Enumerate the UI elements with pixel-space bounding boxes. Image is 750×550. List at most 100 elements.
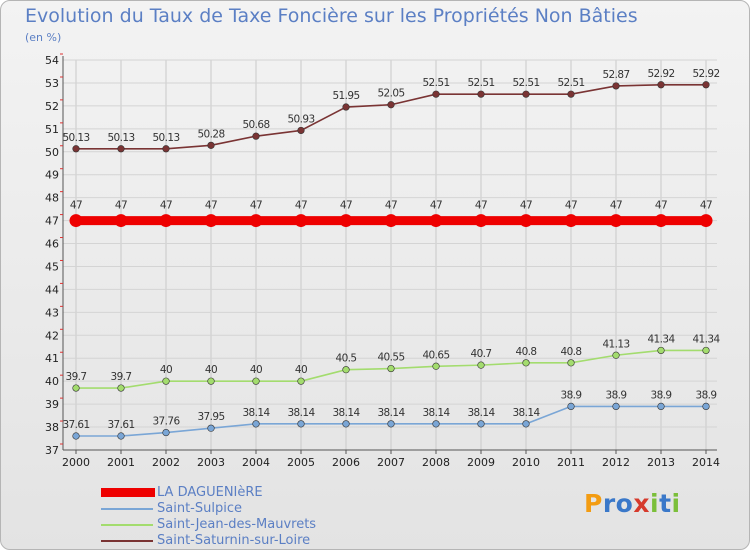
x-tick-label: 2010 [512, 456, 540, 469]
y-tick-label: 51 [45, 123, 59, 136]
data-label: 47 [520, 200, 532, 212]
y-tick-label: 53 [45, 77, 59, 90]
data-point [297, 420, 305, 428]
data-point [654, 214, 668, 228]
x-tick-label: 2012 [602, 456, 630, 469]
data-label: 41.13 [602, 338, 629, 350]
data-label: 50.93 [287, 113, 314, 125]
data-label: 47 [160, 200, 172, 212]
data-point [342, 420, 350, 428]
data-point [117, 145, 125, 153]
y-tick-label: 40 [45, 375, 59, 388]
y-tick-label: 50 [45, 146, 59, 159]
x-tick-label: 2011 [557, 456, 585, 469]
data-point [609, 214, 623, 228]
data-label: 47 [385, 200, 397, 212]
data-label: 52.51 [512, 77, 539, 89]
data-point [207, 377, 215, 385]
data-point [702, 81, 710, 89]
data-label: 40.5 [336, 353, 357, 365]
data-point [522, 420, 530, 428]
data-point [339, 214, 353, 228]
data-point [294, 214, 308, 228]
data-point [474, 214, 488, 228]
legend: LA DAGUENIèRE Saint-Sulpice Saint-Jean-d… [101, 485, 381, 549]
y-tick-label: 39 [45, 398, 59, 411]
data-label: 38.9 [561, 389, 582, 401]
data-label: 51.95 [332, 90, 359, 102]
unit-label: (en %) [25, 31, 62, 44]
data-point [69, 214, 83, 228]
y-tick-label: 37 [45, 444, 59, 457]
data-point [72, 384, 80, 392]
logo-letter: t [659, 489, 672, 518]
x-tick-label: 2006 [332, 456, 360, 469]
data-label: 50.13 [62, 132, 89, 144]
data-label: 47 [250, 200, 262, 212]
legend-label: LA DAGUENIèRE [157, 485, 263, 500]
data-label: 40.65 [422, 349, 449, 361]
data-point [204, 214, 218, 228]
data-label: 50.68 [242, 119, 269, 131]
data-point [72, 145, 80, 153]
data-label: 38.9 [606, 389, 627, 401]
data-label: 39.7 [66, 371, 87, 383]
y-tick-label: 47 [45, 215, 59, 228]
data-label: 47 [475, 200, 487, 212]
data-label: 52.51 [422, 77, 449, 89]
data-point [159, 214, 173, 228]
data-point [702, 402, 710, 411]
data-point [432, 362, 440, 370]
data-point [657, 402, 665, 411]
data-label: 52.92 [647, 68, 674, 80]
y-tick-label: 38 [45, 421, 59, 434]
data-point [342, 366, 350, 374]
legend-swatch-saint-sulpice [101, 508, 153, 510]
legend-item: LA DAGUENIèRE [101, 485, 381, 501]
data-label: 47 [655, 200, 667, 212]
data-point [564, 214, 578, 228]
data-label: 38.14 [467, 407, 495, 419]
data-point [117, 432, 125, 440]
data-point [297, 126, 305, 135]
data-label: 52.51 [467, 77, 494, 89]
logo-letter: x [633, 489, 650, 518]
data-label: 39.7 [111, 371, 132, 383]
chart-title: Evolution du Taux de Taxe Foncière sur l… [25, 5, 638, 27]
legend-swatch-la-daguenière [101, 488, 155, 497]
x-tick-label: 2007 [377, 456, 405, 469]
x-tick-label: 2014 [692, 456, 720, 469]
data-labels: 37.61 37.61 37.76 37.95 38.14 38.14 38.14 38.14… [62, 68, 721, 431]
legend-item: Saint-Saturnin-sur-Loire [101, 533, 381, 549]
y-tick-label: 41 [45, 352, 59, 365]
data-label: 40 [295, 364, 307, 376]
data-label: 37.95 [197, 411, 224, 423]
axes [62, 56, 717, 451]
data-point [252, 420, 260, 428]
legend-label: Saint-Jean-des-Mauvrets [157, 517, 317, 532]
y-tick-label: 49 [45, 169, 59, 182]
data-point [162, 145, 170, 153]
data-point [432, 90, 440, 98]
data-point [432, 420, 440, 428]
data-point [249, 214, 263, 228]
data-point [477, 361, 485, 369]
data-label: 47 [340, 200, 352, 212]
x-tick-label: 2008 [422, 456, 450, 469]
data-point [567, 359, 575, 367]
y-tick-label: 42 [45, 329, 59, 342]
data-point [207, 141, 215, 149]
data-label: 47 [565, 200, 577, 212]
data-point [522, 359, 530, 367]
logo-letter: P [584, 489, 603, 518]
data-label: 40 [160, 364, 172, 376]
data-point [162, 377, 170, 385]
data-point [612, 402, 620, 411]
proxiti-logo: Proxiti [584, 489, 681, 518]
legend-swatch-saint-saturnin [101, 540, 153, 542]
data-label: 40.8 [561, 346, 582, 358]
data-point [207, 424, 215, 432]
y-tick-label: 54 [45, 54, 59, 67]
